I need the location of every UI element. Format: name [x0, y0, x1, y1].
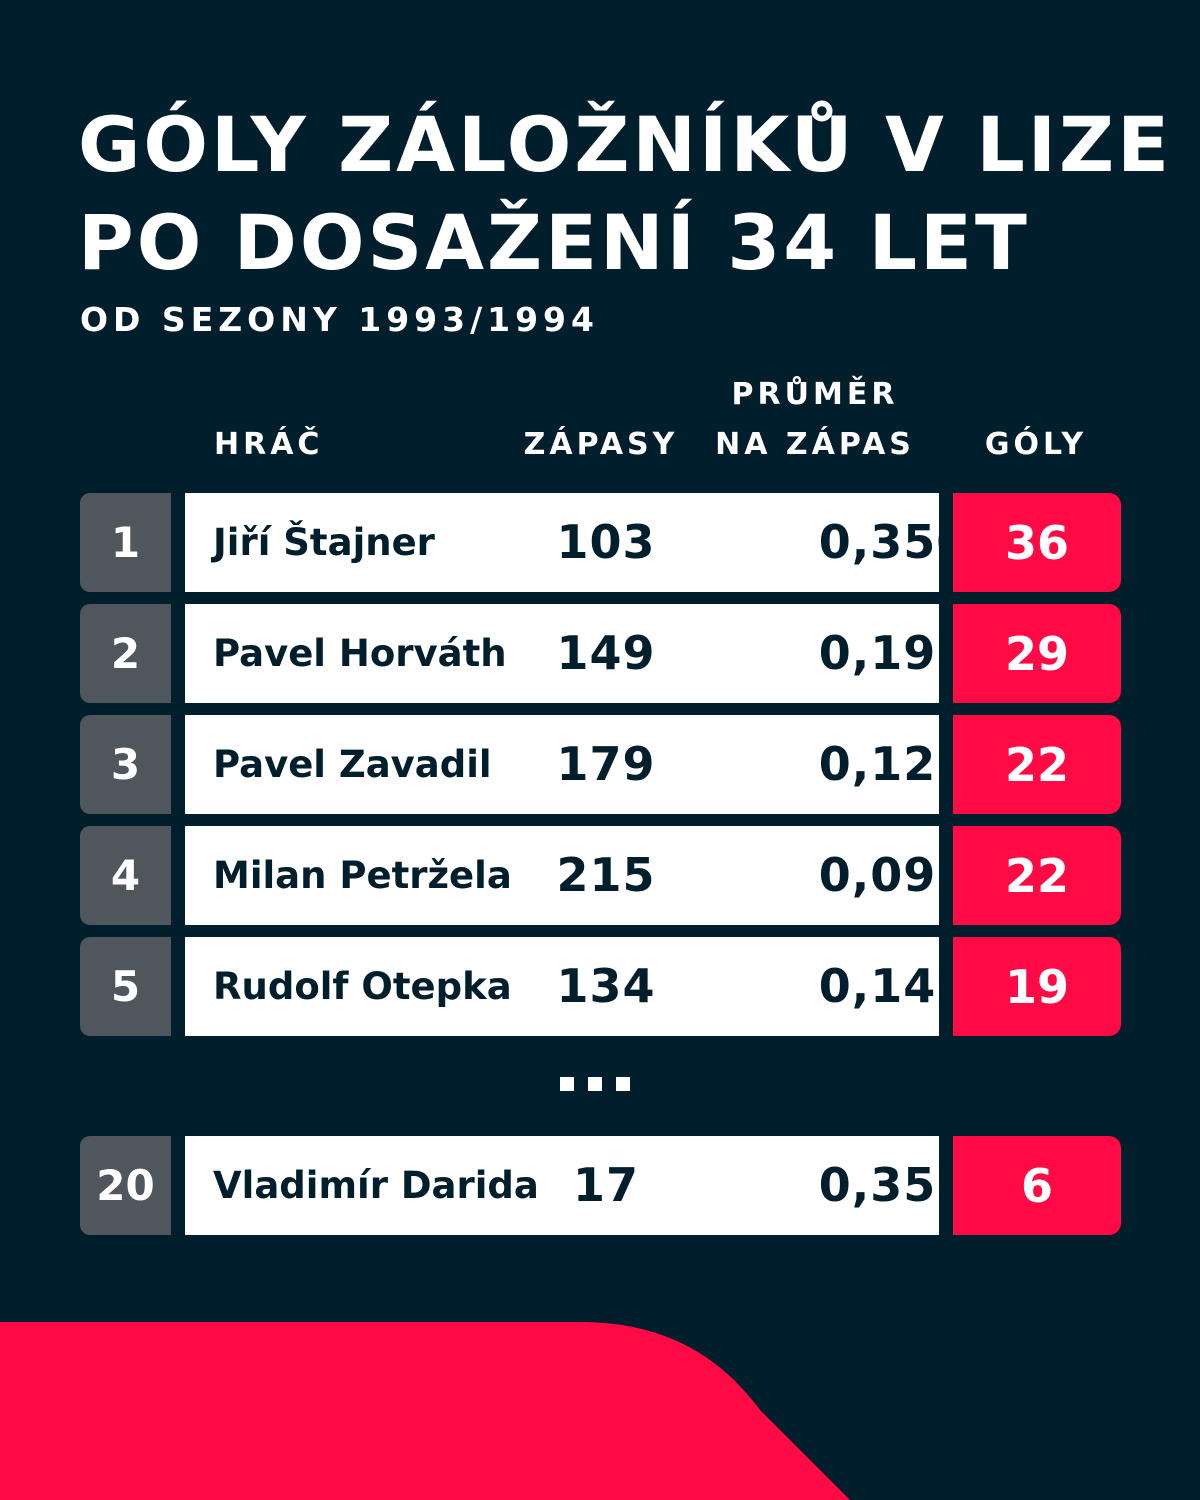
player-card: Rudolf Otepka 134 0,142 — [185, 937, 968, 1036]
average-value: 0,093 — [818, 848, 970, 902]
player-name: Jiří Štajner — [213, 521, 435, 564]
average-value: 0,123 — [818, 737, 970, 791]
header-average: PRŮMĚR NA ZÁPAS — [706, 370, 924, 470]
player-card: Milan Petržela 215 0,093 — [185, 826, 968, 925]
header-matches: ZÁPASY — [523, 427, 679, 462]
matches-value: 215 — [556, 848, 656, 902]
goals-value: 29 — [953, 604, 1121, 703]
subtitle: OD SEZONY 1993/1994 — [80, 300, 599, 339]
rank-badge: 3 — [80, 715, 171, 814]
rank-badge: 20 — [80, 1136, 171, 1235]
player-name: Milan Petržela — [213, 854, 512, 897]
header-goals: GÓLY — [984, 427, 1088, 462]
rank-badge: 1 — [80, 493, 171, 592]
player-name: Rudolf Otepka — [213, 965, 512, 1008]
player-card: Vladimír Darida 17 0,353 — [185, 1136, 968, 1235]
rank-badge: 4 — [80, 826, 171, 925]
header-average-line-1: PRŮMĚR — [731, 377, 899, 412]
player-name: Pavel Horváth — [213, 632, 507, 675]
matches-value: 179 — [556, 737, 656, 791]
matches-value: 17 — [572, 1158, 639, 1212]
average-value: 0,195 — [818, 626, 970, 680]
player-name: Pavel Zavadil — [213, 743, 492, 786]
player-name: Vladimír Darida — [213, 1164, 539, 1207]
average-value: 0,353 — [818, 1158, 970, 1212]
goals-value: 22 — [953, 715, 1121, 814]
table-row: 20 Vladimír Darida 17 0,353 6 — [80, 1136, 1121, 1235]
goals-value: 19 — [953, 937, 1121, 1036]
rank-badge: 5 — [80, 937, 171, 1036]
player-card: Jiří Štajner 103 0,350 — [185, 493, 968, 592]
average-value: 0,142 — [818, 959, 970, 1013]
page-title: GÓLY ZÁLOŽNÍKŮ V LIZE PO DOSAŽENÍ 34 LET — [78, 96, 1178, 292]
header-player: HRÁČ — [214, 427, 324, 462]
matches-value: 149 — [556, 626, 656, 680]
player-card: Pavel Horváth 149 0,195 — [185, 604, 968, 703]
goals-value: 6 — [953, 1136, 1121, 1235]
goals-value: 22 — [953, 826, 1121, 925]
matches-value: 134 — [556, 959, 656, 1013]
title-line-1: GÓLY ZÁLOŽNÍKŮ V LIZE — [78, 100, 1173, 189]
title-line-2: PO DOSAŽENÍ 34 LET — [78, 198, 1030, 287]
table-row: 4 Milan Petržela 215 0,093 22 — [80, 826, 1121, 925]
table-row: 5 Rudolf Otepka 134 0,142 19 — [80, 937, 1121, 1036]
table-row: 1 Jiří Štajner 103 0,350 36 — [80, 493, 1121, 592]
table-row: 3 Pavel Zavadil 179 0,123 22 — [80, 715, 1121, 814]
header-average-line-2: NA ZÁPAS — [715, 427, 915, 462]
goals-value: 36 — [953, 493, 1121, 592]
matches-value: 103 — [556, 515, 656, 569]
ellipsis-icon — [560, 1077, 630, 1097]
table-row: 2 Pavel Horváth 149 0,195 29 — [80, 604, 1121, 703]
rank-badge: 2 — [80, 604, 171, 703]
player-card: Pavel Zavadil 179 0,123 — [185, 715, 968, 814]
footer-decoration — [0, 1322, 850, 1500]
average-value: 0,350 — [818, 515, 970, 569]
